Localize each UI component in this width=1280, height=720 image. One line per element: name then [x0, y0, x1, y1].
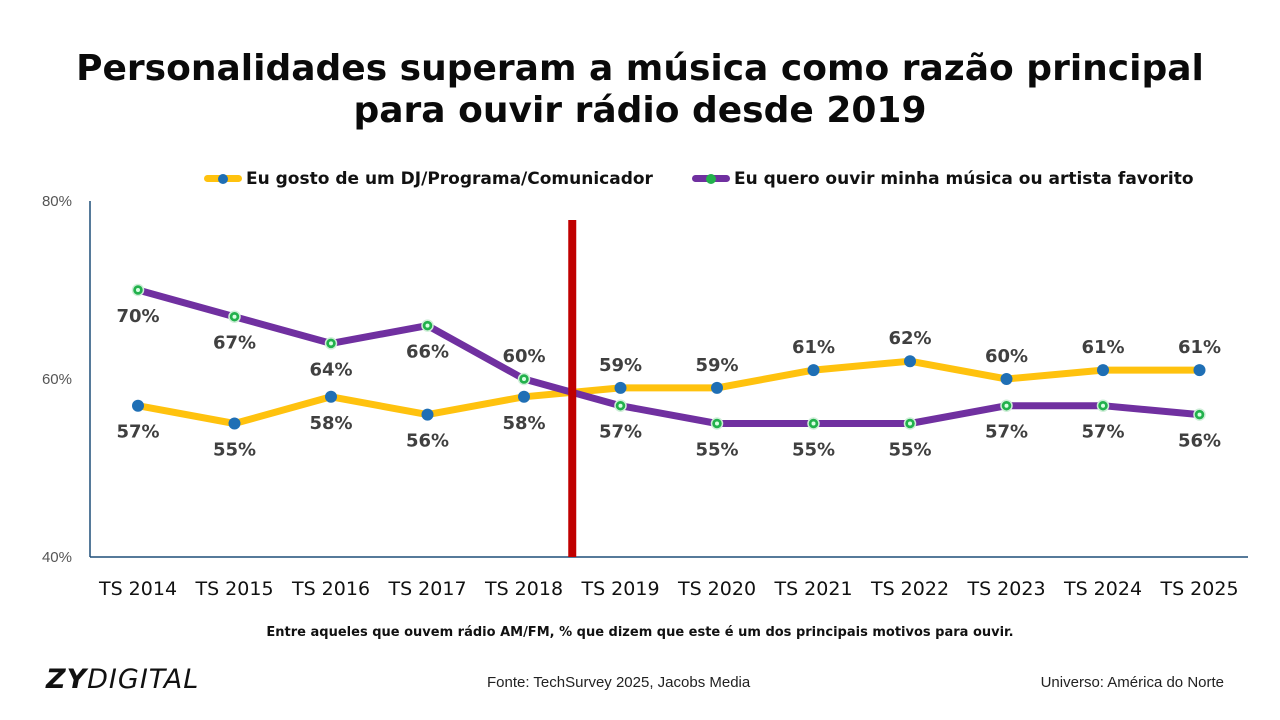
x-tick-label: TS 2014 [98, 578, 177, 600]
x-tick-label: TS 2023 [966, 578, 1045, 600]
point-dj [421, 408, 434, 421]
x-tick-label: TS 2022 [870, 578, 949, 600]
point-music-core [329, 341, 333, 346]
x-tick-label: TS 2018 [484, 578, 563, 600]
chart-legend: Eu gosto de um DJ/Programa/Comunicador E… [0, 166, 1280, 192]
data-label-music: 70% [116, 306, 159, 327]
data-label-music: 57% [599, 422, 642, 443]
legend-item-music: Eu quero ouvir minha música ou artista f… [692, 166, 1194, 192]
page-title: Personalidades superam a música como raz… [0, 48, 1280, 132]
data-label-dj: 58% [309, 413, 352, 434]
data-label-dj: 56% [406, 431, 449, 452]
point-music-core [1197, 412, 1202, 417]
universe-note: Universo: América do Norte [1040, 674, 1224, 691]
point-dj [132, 399, 144, 412]
x-tick-label: TS 2025 [1159, 578, 1238, 600]
data-label-music: 66% [406, 342, 449, 363]
title-line-2: para ouvir rádio desde 2019 [353, 90, 927, 131]
data-label-music: 56% [1178, 431, 1221, 452]
data-label-dj: 59% [599, 355, 642, 376]
x-tick-label: TS 2017 [387, 578, 466, 600]
y-tick-label: 40% [42, 549, 72, 566]
y-tick-label: 80% [42, 193, 72, 210]
data-label-music: 64% [309, 359, 352, 380]
legend-label-dj: Eu gosto de um DJ/Programa/Comunicador [246, 169, 653, 189]
data-label-dj: 61% [1081, 337, 1124, 358]
point-dj [807, 364, 820, 377]
data-label-dj: 59% [695, 355, 738, 376]
point-music-core [908, 421, 912, 426]
data-label-music: 55% [888, 440, 931, 461]
data-label-music: 60% [502, 346, 545, 367]
point-music-core [618, 403, 623, 408]
title-line-1: Personalidades superam a música como raz… [76, 48, 1204, 89]
point-music-core [522, 377, 526, 381]
data-label-dj: 58% [502, 413, 545, 434]
point-music-core [1004, 403, 1009, 408]
x-tick-label: TS 2020 [677, 578, 756, 600]
y-tick-label: 60% [42, 371, 72, 388]
x-tick-label: TS 2019 [580, 578, 659, 600]
data-label-music: 67% [213, 333, 256, 354]
point-dj [1193, 364, 1206, 377]
series-line-dj [134, 357, 1203, 427]
data-label-dj: 62% [888, 328, 931, 349]
point-music-core [232, 314, 237, 319]
point-dj [518, 390, 530, 403]
data-label-music: 55% [792, 440, 835, 461]
data-label-dj: 57% [116, 422, 159, 443]
data-label-dj: 61% [792, 337, 835, 358]
point-dj [711, 381, 723, 394]
point-dj [904, 355, 916, 368]
point-dj [1000, 373, 1013, 385]
source-note: Fonte: TechSurvey 2025, Jacobs Media [487, 674, 751, 691]
legend-swatch-music [692, 166, 730, 192]
data-label-music: 55% [695, 440, 738, 461]
legend-label-music: Eu quero ouvir minha música ou artista f… [734, 169, 1194, 189]
chart-subtitle: Entre aqueles que ouvem rádio AM/FM, % q… [266, 625, 1014, 640]
x-tick-label: TS 2015 [194, 578, 273, 600]
series-line-music [134, 286, 1203, 427]
data-label-music: 57% [1081, 422, 1124, 443]
point-music-core [1101, 403, 1105, 408]
data-label-dj: 61% [1178, 337, 1221, 358]
point-music-core [425, 323, 430, 328]
point-music-core [715, 421, 719, 426]
point-dj [325, 390, 337, 403]
point-dj [614, 381, 627, 394]
legend-item-dj: Eu gosto de um DJ/Programa/Comunicador [204, 166, 653, 192]
point-dj [228, 417, 241, 430]
point-dj [1097, 364, 1109, 377]
x-tick-label: TS 2024 [1063, 578, 1142, 600]
point-music-core [811, 421, 816, 426]
data-label-music: 57% [985, 422, 1028, 443]
x-tick-label: TS 2016 [291, 578, 370, 600]
data-label-dj: 55% [213, 440, 256, 461]
legend-swatch-dj [204, 166, 242, 192]
brand-logo: ZYDIGITAL [46, 664, 200, 695]
data-label-dj: 60% [985, 346, 1028, 367]
point-music-core [136, 288, 140, 292]
x-tick-label: TS 2021 [773, 578, 852, 600]
